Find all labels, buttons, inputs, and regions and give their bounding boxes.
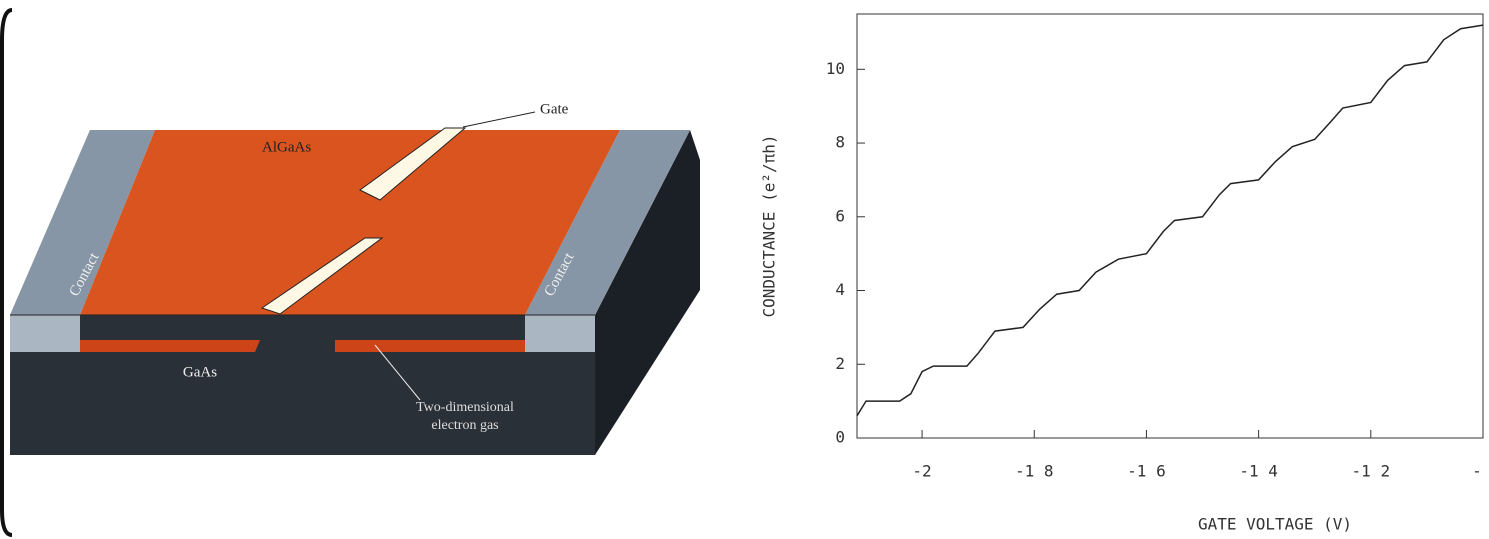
gas-front-left bbox=[80, 340, 260, 352]
figure: Gate AlGaAs Contact Contact GaAs Two-dim… bbox=[0, 0, 1489, 539]
device-diagram: Gate AlGaAs Contact Contact GaAs Two-dim… bbox=[10, 101, 700, 455]
label-gaas: GaAs bbox=[183, 364, 217, 380]
conductance-line bbox=[857, 25, 1483, 416]
y-tick-label: 8 bbox=[835, 133, 845, 152]
x-tick-label: -1 6 bbox=[1127, 462, 1166, 481]
y-tick-label: 4 bbox=[835, 280, 845, 299]
chart: GATE VOLTAGE (V) CONDUCTANCE (e²/πh) 0 2 4… bbox=[760, 14, 1484, 534]
label-gas: electron gas bbox=[431, 418, 498, 433]
right-contact-front bbox=[525, 315, 595, 352]
x-axis-label: GATE VOLTAGE (V) bbox=[1198, 515, 1352, 534]
x-tick-label: -1 2 bbox=[1352, 462, 1391, 481]
plot-frame bbox=[857, 14, 1483, 438]
label-gate: Gate bbox=[540, 101, 569, 117]
left-contact-front bbox=[10, 315, 80, 352]
y-tick-label: 0 bbox=[835, 428, 845, 447]
y-axis-label: CONDUCTANCE (e²/πh) bbox=[760, 134, 779, 317]
x-tick-label: -1 4 bbox=[1239, 462, 1278, 481]
label-algaas: AlGaAs bbox=[262, 139, 311, 155]
y-tick-label: 2 bbox=[835, 354, 845, 373]
y-tick-label: 6 bbox=[835, 206, 845, 225]
bracket bbox=[2, 10, 12, 535]
page: {"diagram": {"labels": {"gate": "Gate", … bbox=[0, 0, 1489, 539]
label-gas: Two-dimensional bbox=[416, 400, 514, 415]
y-tick-label: 10 bbox=[826, 59, 845, 78]
x-tick-label: -2 bbox=[912, 462, 931, 481]
gas-front-right bbox=[335, 340, 525, 352]
gaas-substrate bbox=[10, 315, 595, 455]
x-tick-label: -1 8 bbox=[1015, 462, 1054, 481]
electron-gas-region bbox=[80, 130, 620, 315]
gate-leader bbox=[463, 112, 535, 127]
x-tick-label: - bbox=[1472, 462, 1482, 481]
